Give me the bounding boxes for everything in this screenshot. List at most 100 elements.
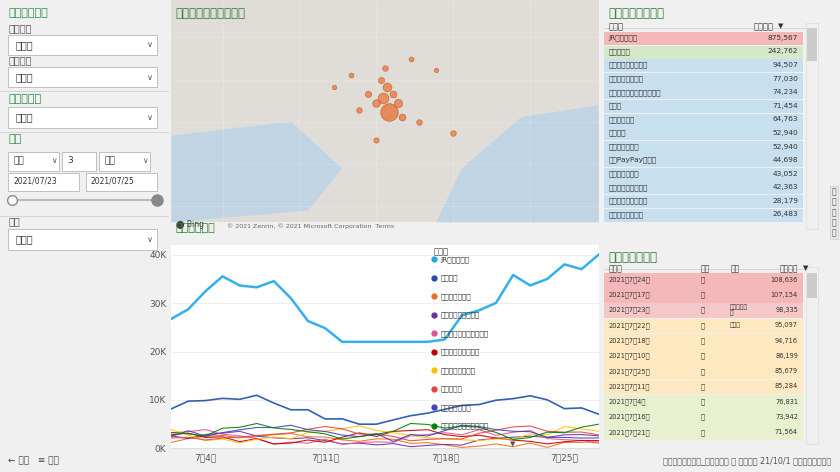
Text: 土: 土: [701, 277, 705, 283]
Text: ∨: ∨: [50, 156, 56, 165]
FancyBboxPatch shape: [8, 108, 157, 127]
FancyBboxPatch shape: [604, 181, 802, 194]
Text: 来訪地ランキング: 来訪地ランキング: [608, 7, 664, 20]
Polygon shape: [436, 105, 599, 222]
FancyBboxPatch shape: [8, 229, 157, 250]
Text: JR博多シティ: JR博多シティ: [608, 34, 638, 41]
Text: すべて: すべて: [15, 72, 33, 82]
Text: 28,179: 28,179: [772, 198, 798, 204]
Text: マリンワールド海の中道: マリンワールド海の中道: [440, 330, 489, 337]
Text: 日: 日: [701, 398, 705, 405]
Text: キャナルシティ博多: キャナルシティ博多: [608, 62, 648, 68]
FancyBboxPatch shape: [604, 141, 802, 154]
FancyBboxPatch shape: [8, 173, 79, 192]
FancyBboxPatch shape: [604, 73, 802, 86]
FancyBboxPatch shape: [604, 127, 802, 140]
Text: マリノアシティ福岡: マリノアシティ福岡: [608, 197, 648, 204]
Point: [396, 113, 409, 121]
Text: 曜日: 曜日: [701, 264, 710, 273]
Point: [447, 130, 460, 137]
Text: 川端通商店街: 川端通商店街: [608, 116, 634, 123]
Text: 64,763: 64,763: [773, 117, 798, 122]
Text: 98,335: 98,335: [775, 307, 798, 313]
Text: 43,052: 43,052: [773, 171, 798, 177]
Text: く
ｲ
ﾅ
ｲ
ﾄ: く ｲ ﾅ ｲ ﾄ: [832, 187, 837, 238]
Text: 2021年7月18日: 2021年7月18日: [608, 337, 649, 344]
FancyBboxPatch shape: [99, 152, 150, 171]
FancyBboxPatch shape: [604, 349, 802, 364]
Text: 福岡PayPayドーム: 福岡PayPayドーム: [608, 157, 656, 163]
Point: [344, 71, 358, 79]
Text: ベイサイドプレイス博多: ベイサイドプレイス博多: [440, 422, 489, 429]
Text: サンプルレポート_福岡・糸島 ｜ データは 21/10/1 に更新されました: サンプルレポート_福岡・糸島 ｜ データは 21/10/1 に更新されました: [664, 456, 832, 465]
Text: 76,831: 76,831: [775, 399, 798, 405]
Text: 櫛田神社: 櫛田神社: [608, 130, 626, 136]
Text: ▼: ▼: [511, 441, 516, 447]
Text: 博多伝統芸能館: 博多伝統芸能館: [440, 293, 471, 300]
Text: 44,698: 44,698: [773, 157, 798, 163]
Text: 94,716: 94,716: [775, 337, 798, 344]
Polygon shape: [171, 0, 599, 222]
Text: 2021年7月24日: 2021年7月24日: [608, 277, 650, 283]
Text: 曜日: 曜日: [8, 216, 20, 226]
Text: 71,454: 71,454: [773, 103, 798, 109]
Text: 日別ランキング: 日別ランキング: [608, 251, 657, 264]
Point: [381, 83, 394, 90]
FancyBboxPatch shape: [604, 46, 802, 59]
FancyBboxPatch shape: [604, 86, 802, 100]
Text: 86,199: 86,199: [775, 353, 798, 359]
FancyBboxPatch shape: [604, 334, 802, 349]
Text: 土: 土: [701, 292, 705, 298]
FancyBboxPatch shape: [807, 28, 817, 61]
Text: 2021年7月17日: 2021年7月17日: [608, 292, 649, 298]
Text: スポーツの
日: スポーツの 日: [730, 304, 748, 316]
Text: 福岡国際センター: 福岡国際センター: [608, 211, 643, 218]
Text: 福岡アジア美術館: 福岡アジア美術館: [608, 76, 643, 82]
FancyBboxPatch shape: [604, 379, 802, 395]
Text: 土: 土: [701, 353, 705, 359]
Text: 木: 木: [701, 322, 705, 329]
Text: 2021/07/25: 2021/07/25: [91, 176, 134, 185]
FancyBboxPatch shape: [8, 67, 157, 87]
Text: 日: 日: [701, 383, 705, 390]
Text: か月: か月: [104, 156, 115, 165]
Text: 2021年7月21日: 2021年7月21日: [608, 429, 649, 436]
Text: 日: 日: [701, 337, 705, 344]
Text: ∨: ∨: [147, 73, 153, 82]
Text: 福岡市赤煉瓦文化館: 福岡市赤煉瓦文化館: [608, 184, 648, 191]
FancyBboxPatch shape: [604, 288, 802, 303]
Text: 74,234: 74,234: [773, 89, 798, 95]
Text: 来訪者数: 来訪者数: [780, 264, 798, 273]
Text: 水: 水: [701, 429, 705, 436]
FancyBboxPatch shape: [604, 319, 802, 333]
Text: 875,567: 875,567: [768, 35, 798, 41]
Text: ← 戻る   ≡ 無償: ← 戻る ≡ 無償: [8, 456, 60, 465]
Text: 3: 3: [67, 156, 73, 165]
Text: ▼: ▼: [778, 23, 783, 29]
Text: 期間: 期間: [8, 134, 22, 144]
Point: [370, 99, 383, 107]
Text: 金: 金: [701, 307, 705, 313]
Text: ⬤ Bing: ⬤ Bing: [176, 220, 203, 229]
FancyBboxPatch shape: [604, 32, 802, 45]
Text: ▼: ▼: [802, 265, 808, 271]
Text: 来訪地: 来訪地: [434, 247, 449, 256]
Text: 博多伝統芸能館: 博多伝統芸能館: [608, 143, 638, 150]
Text: 2021年7月22日: 2021年7月22日: [608, 322, 650, 329]
FancyBboxPatch shape: [604, 168, 802, 181]
Text: 来訪者数: 来訪者数: [753, 22, 773, 31]
Text: 日: 日: [701, 368, 705, 374]
Text: 年月日: 年月日: [608, 264, 622, 273]
FancyBboxPatch shape: [8, 152, 59, 171]
Text: 都道府県: 都道府県: [8, 24, 32, 34]
Text: 来訪地区分: 来訪地区分: [8, 94, 41, 104]
Text: 来訪者数推移: 来訪者数推移: [176, 223, 215, 233]
Text: 94,507: 94,507: [772, 62, 798, 68]
Text: 天神地下街: 天神地下街: [608, 48, 630, 55]
Text: 2021年7月23日: 2021年7月23日: [608, 307, 649, 313]
Polygon shape: [171, 122, 342, 222]
Text: 77,030: 77,030: [772, 76, 798, 82]
Text: すべて: すべて: [15, 235, 33, 244]
FancyBboxPatch shape: [604, 195, 802, 208]
Text: 福岡市赤煉瓦文化館: 福岡市赤煉瓦文化館: [440, 348, 480, 355]
